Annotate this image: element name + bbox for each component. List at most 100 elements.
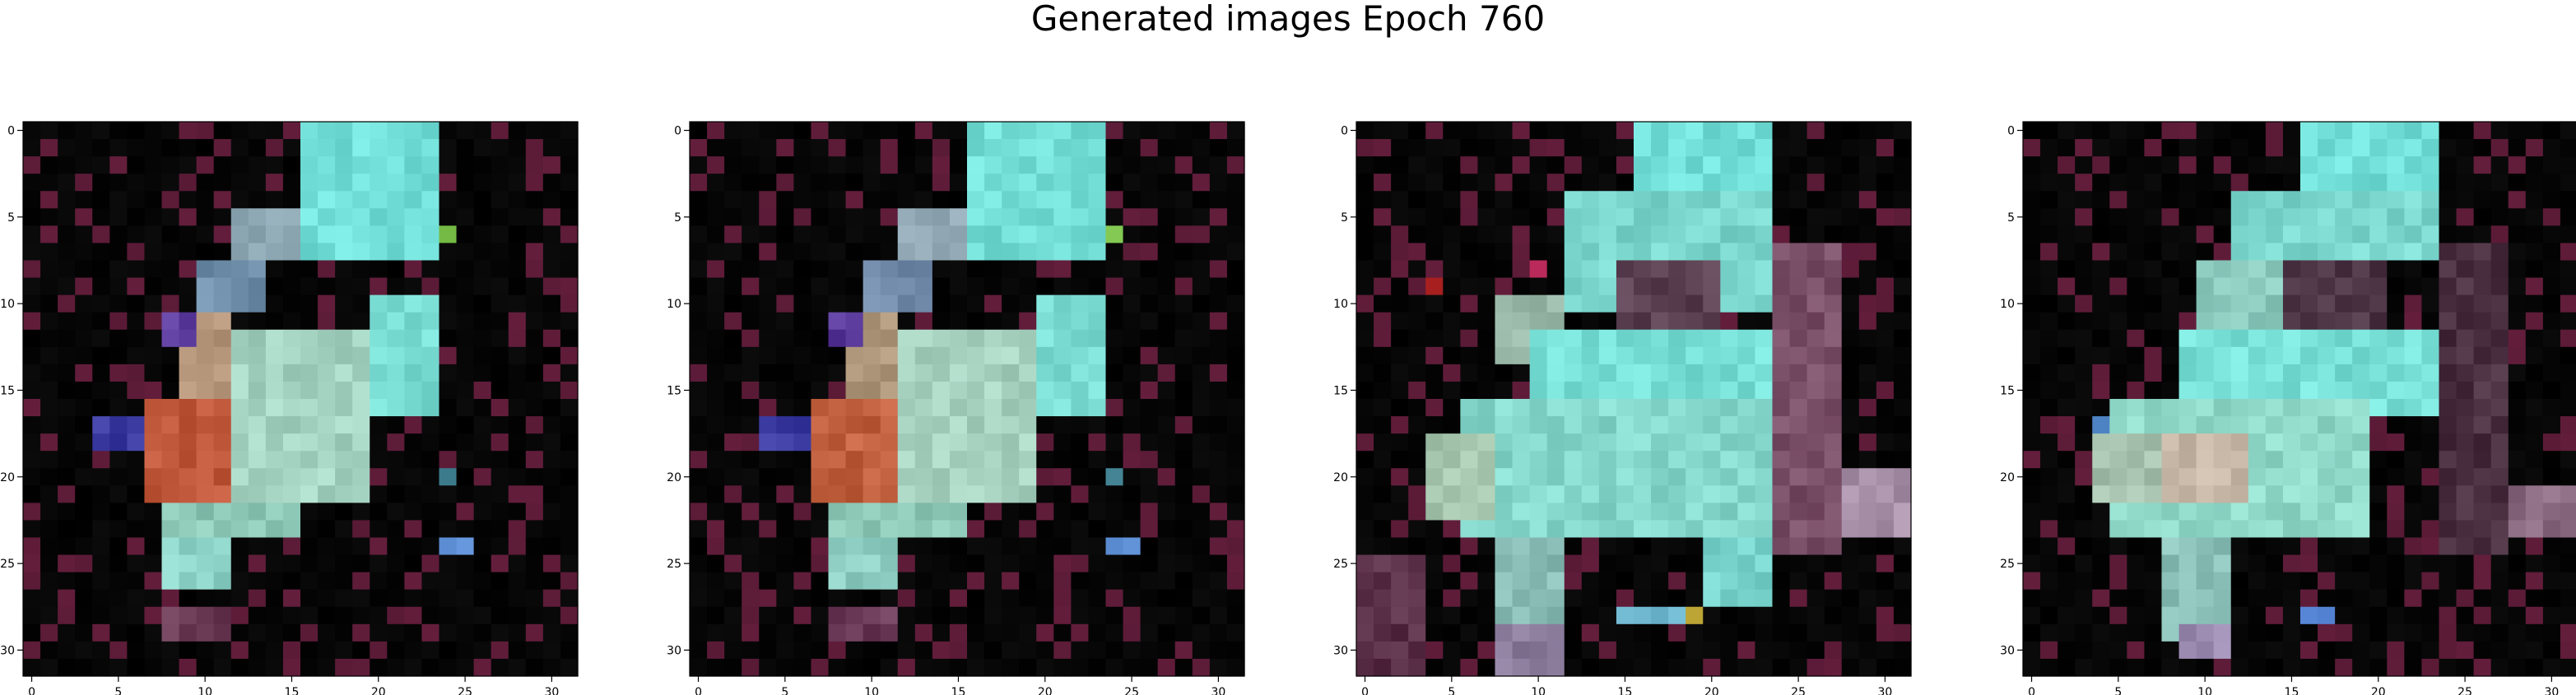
image-pixel	[724, 191, 742, 209]
image-pixel	[1634, 260, 1652, 279]
image-pixel	[2178, 174, 2197, 192]
image-pixel	[248, 589, 267, 608]
image-pixel	[2248, 329, 2267, 348]
image-pixel	[1564, 122, 1583, 140]
image-pixel	[179, 122, 198, 140]
image-pixel	[213, 294, 232, 313]
image-pixel	[1157, 312, 1176, 331]
image-pixel	[949, 329, 968, 348]
image-pixel	[967, 485, 985, 503]
image-pixel	[473, 658, 492, 677]
image-pixel	[1806, 243, 1825, 262]
image-pixel	[282, 381, 301, 400]
image-pixel	[1703, 520, 1721, 539]
image-pixel	[1616, 503, 1634, 521]
image-pixel	[1858, 346, 1877, 365]
image-pixel	[1651, 416, 1669, 434]
image-pixel	[318, 520, 336, 539]
image-pixel	[707, 260, 725, 279]
image-pixel	[352, 623, 370, 642]
image-pixel	[75, 329, 93, 348]
image-pixel	[473, 589, 492, 608]
image-pixel	[1529, 225, 1548, 244]
image-pixel	[2352, 174, 2370, 192]
image-pixel	[318, 468, 336, 486]
image-pixel	[23, 208, 41, 226]
image-pixel	[2230, 243, 2249, 262]
image-pixel	[491, 346, 509, 365]
image-pixel	[2456, 623, 2475, 642]
image-pixel	[1425, 572, 1444, 591]
image-pixel	[1374, 122, 1392, 140]
image-pixel	[1088, 364, 1107, 382]
image-pixel	[1634, 208, 1652, 226]
image-pixel	[179, 243, 198, 262]
image-pixel	[1512, 554, 1531, 573]
image-pixel	[949, 364, 968, 382]
image-pixel	[2387, 606, 2405, 625]
image-pixel	[690, 260, 708, 279]
image-pixel	[1841, 658, 1860, 677]
image-pixel	[508, 312, 527, 331]
image-pixel	[542, 191, 561, 209]
image-pixel	[724, 623, 742, 642]
image-pixel	[1651, 139, 1669, 157]
image-pixel	[2058, 589, 2076, 608]
image-pixel	[1616, 433, 1634, 452]
image-pixel	[75, 416, 93, 434]
image-pixel	[560, 260, 579, 279]
image-pixel	[1841, 260, 1860, 279]
image-pixel	[1841, 294, 1860, 313]
image-pixel	[473, 329, 492, 348]
image-pixel	[473, 139, 492, 157]
image-pixel	[144, 225, 163, 244]
image-pixel	[2144, 503, 2163, 521]
image-pixel	[1356, 485, 1374, 503]
image-pixel	[1391, 451, 1409, 469]
image-pixel	[1581, 364, 1600, 382]
image-pixel	[863, 520, 881, 539]
image-pixel	[1157, 416, 1176, 434]
image-pixel	[144, 364, 163, 382]
image-pixel	[1374, 225, 1392, 244]
image-pixel	[92, 294, 110, 313]
image-pixel	[542, 208, 561, 226]
image-pixel	[2178, 399, 2197, 417]
image-pixel	[2387, 520, 2405, 539]
image-pixel	[1806, 329, 1825, 348]
image-pixel	[2300, 641, 2318, 660]
image-pixel	[179, 589, 198, 608]
image-pixel	[1824, 225, 1843, 244]
image-pixel	[144, 503, 163, 521]
image-pixel	[144, 312, 163, 331]
image-pixel	[1408, 208, 1426, 226]
image-pixel	[2196, 468, 2215, 486]
image-pixel	[525, 191, 544, 209]
image-pixel	[109, 606, 128, 625]
image-pixel	[1226, 329, 1245, 348]
image-pixel	[196, 537, 215, 556]
image-pixel	[1105, 294, 1124, 313]
image-pixel	[776, 658, 794, 677]
image-pixel	[1408, 554, 1426, 573]
image-pixel	[352, 641, 370, 660]
image-pixel	[1651, 122, 1669, 140]
image-pixel	[1772, 277, 1791, 296]
image-pixel	[1053, 174, 1072, 192]
image-pixel	[92, 381, 110, 400]
image-pixel	[759, 520, 777, 539]
image-pixel	[1806, 485, 1825, 503]
image-pixel	[2040, 122, 2058, 140]
image-pixel	[75, 589, 93, 608]
image-pixel	[2265, 451, 2284, 469]
image-pixel	[1174, 174, 1193, 192]
image-pixel	[2369, 191, 2388, 209]
image-pixel	[1408, 468, 1426, 486]
image-pixel	[1174, 416, 1193, 434]
image-pixel	[1686, 537, 1704, 556]
image-pixel	[1634, 122, 1652, 140]
image-pixel	[2109, 537, 2127, 556]
image-pixel	[932, 139, 951, 157]
image-pixel	[2352, 191, 2370, 209]
image-pixel	[2421, 503, 2440, 521]
